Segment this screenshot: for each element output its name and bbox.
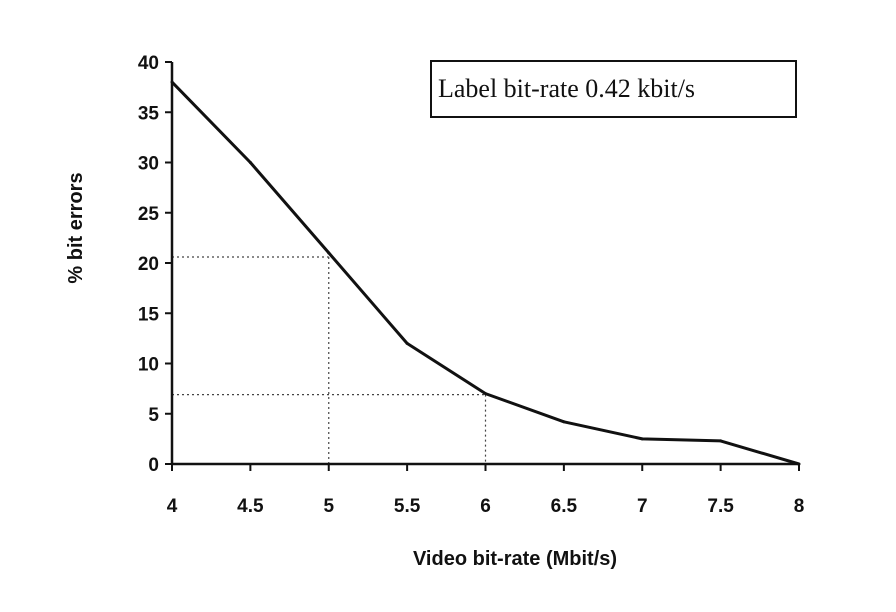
series-line <box>170 81 800 466</box>
y-tick-label: 30 <box>138 154 159 175</box>
data-point <box>170 80 174 84</box>
ticks: 0 5 10 15 20 25 30 35 40 4 4.5 5 5.5 6 6.5 7 7.5 8 <box>138 53 804 517</box>
y-tick-label: 15 <box>138 304 160 325</box>
y-tick-label: 40 <box>138 53 159 74</box>
y-tick-label: 10 <box>138 355 159 376</box>
data-point <box>797 462 801 466</box>
y-axis-title: % bit errors <box>65 172 87 283</box>
data-point <box>484 392 487 396</box>
y-tick-label: 20 <box>138 254 159 275</box>
x-tick-label: 5 <box>323 496 334 517</box>
series <box>170 80 801 466</box>
x-tick-label: 6 <box>480 496 491 517</box>
y-tick-label: 5 <box>148 405 159 426</box>
x-tick-label: 8 <box>794 496 805 517</box>
x-tick-label: 5.5 <box>394 496 421 517</box>
data-point <box>248 161 252 164</box>
x-axis-title: Video bit-rate (Mbit/s) <box>413 548 617 570</box>
annotation-text: Label bit-rate 0.42 kbit/s <box>438 74 695 103</box>
y-tick-label: 25 <box>138 204 160 225</box>
x-tick-label: 4 <box>167 496 178 517</box>
x-tick-label: 7 <box>637 496 648 517</box>
axes <box>170 62 799 466</box>
data-point <box>562 420 566 424</box>
x-tick-label: 4.5 <box>237 496 264 517</box>
x-tick-label: 6.5 <box>551 496 578 517</box>
data-point <box>327 251 331 255</box>
x-tick-label: 7.5 <box>707 496 734 517</box>
y-tick-label: 35 <box>138 103 160 124</box>
annotation-box: Label bit-rate 0.42 kbit/s <box>430 60 797 118</box>
y-tick-label: 0 <box>148 455 159 476</box>
data-point <box>640 437 644 441</box>
data-point <box>719 439 723 443</box>
data-point <box>405 341 409 345</box>
reference-lines <box>172 256 487 464</box>
